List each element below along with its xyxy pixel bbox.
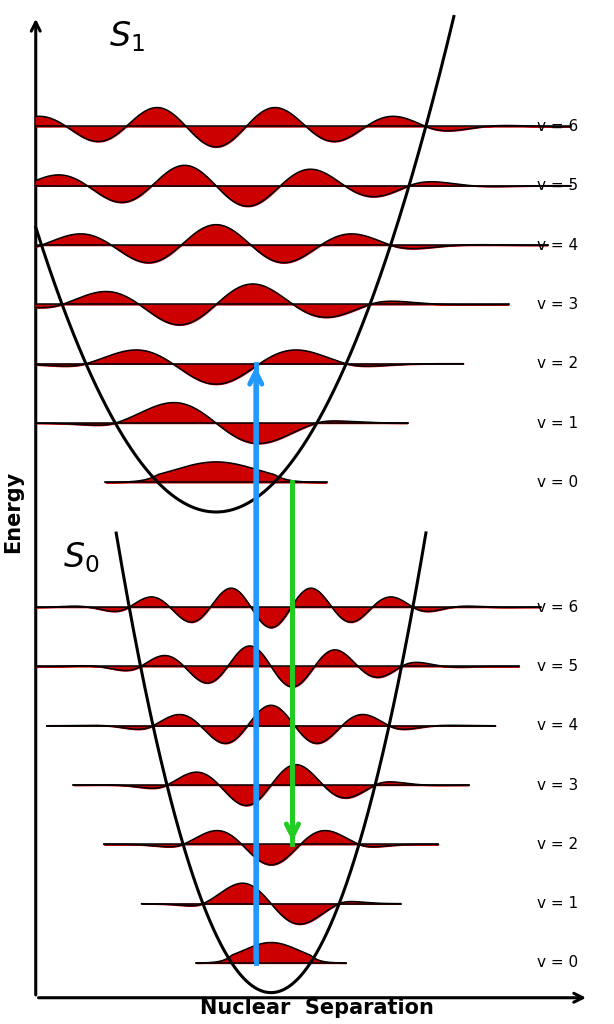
Text: Energy: Energy: [3, 471, 23, 553]
Text: v = 1: v = 1: [537, 416, 578, 430]
Text: Nuclear  Separation: Nuclear Separation: [200, 998, 434, 1018]
Text: v = 4: v = 4: [537, 238, 578, 253]
Text: v = 5: v = 5: [537, 658, 578, 674]
Text: v = 5: v = 5: [537, 178, 578, 194]
Text: $S_1$: $S_1$: [109, 19, 145, 54]
Text: v = 2: v = 2: [537, 356, 578, 372]
Text: v = 2: v = 2: [537, 837, 578, 852]
Text: v = 6: v = 6: [537, 600, 578, 614]
Text: $S_0$: $S_0$: [63, 541, 99, 575]
Text: v = 0: v = 0: [537, 475, 578, 489]
Text: v = 3: v = 3: [537, 777, 578, 793]
Text: v = 4: v = 4: [537, 718, 578, 733]
Text: v = 1: v = 1: [537, 896, 578, 911]
Text: v = 0: v = 0: [537, 955, 578, 971]
Text: v = 3: v = 3: [537, 297, 578, 312]
Text: v = 6: v = 6: [537, 119, 578, 134]
